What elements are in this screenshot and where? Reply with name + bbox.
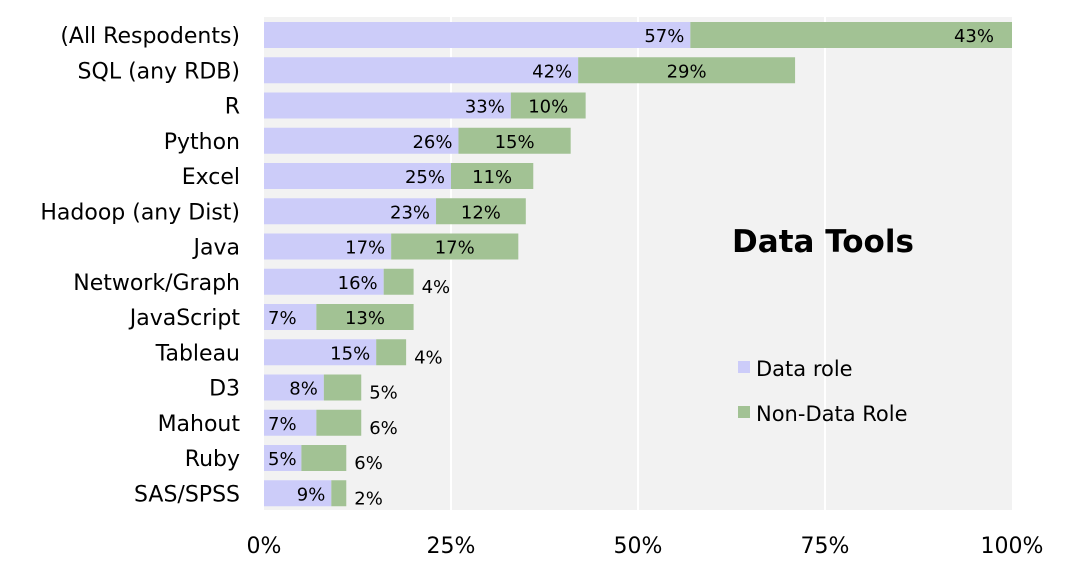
bar-non-data-role [451,163,534,189]
data-label-non-data-role: 12% [461,202,501,223]
bar-data-role [264,127,459,154]
data-label-non-data-role: 6% [369,418,398,439]
data-label-non-data-role: 6% [354,453,383,474]
category-label-sas-spss: SAS/SPSS [134,482,240,507]
category-label-ruby: Ruby [185,447,240,472]
data-label-non-data-role: 2% [354,488,383,509]
category-label-all-respodents: (All Respodents) [60,24,240,49]
category-label-sql-any-rdb: SQL (any RDB) [78,59,240,84]
bar-non-data-role [436,198,526,225]
legend-label-data-role: Data role [756,357,853,381]
data-label-non-data-role: 29% [667,61,707,82]
category-labels: (All Respodents) SQL (any RDB) R Python Exce… [40,24,240,507]
bar-non-data-role [690,22,1012,48]
legend-swatch-non-data-role [738,406,750,418]
bar-data-role [264,268,384,295]
data-label-data-role: 42% [532,61,572,82]
data-label-data-role: 15% [330,343,370,364]
data-label-data-role: 8% [289,379,318,400]
category-label-python: Python [164,130,240,155]
legend-swatch-data-role [738,361,750,373]
bar-non-data-role [383,268,414,295]
x-tick-label: 0% [247,534,282,559]
legend: Data role Non-Data Role [738,357,908,426]
bar-data-role [264,409,317,436]
x-tick-label: 100% [981,534,1044,559]
bar-non-data-role [316,304,414,330]
category-label-hadoop-any-dist: Hadoop (any Dist) [40,200,240,225]
bar-data-role [264,374,324,401]
bar-data-role [264,57,579,84]
data-label-data-role: 9% [297,484,326,505]
legend-label-non-data-role: Non-Data Role [756,402,908,426]
x-tick-label: 75% [801,534,850,559]
category-label-d3: D3 [209,377,240,402]
category-label-network-graph: Network/Graph [73,271,240,296]
data-label-data-role: 57% [644,26,684,47]
data-label-non-data-role: 4% [414,347,443,368]
bar-non-data-role [316,409,362,436]
x-axis-ticks: 0% 25% 50% 75% 100% [247,534,1044,559]
category-label-mahout: Mahout [158,412,241,437]
bar-non-data-role [510,92,586,119]
data-label-non-data-role: 15% [495,132,535,153]
bar-non-data-role [376,339,407,366]
data-label-non-data-role: 11% [472,167,512,188]
data-label-data-role: 33% [465,97,505,118]
bar-non-data-role [458,127,571,154]
data-label-data-role: 26% [412,132,452,153]
bars: 57% 43% 42% 29% 33% 10% 26% 15% 25% 11% 23% 12% 17% 1… [264,22,1012,509]
bar-data-role [264,445,302,471]
data-label-data-role: 23% [390,202,430,223]
bar-non-data-role [331,480,347,507]
bar-non-data-role [301,445,347,471]
bar-data-role [264,198,437,225]
data-label-non-data-role: 4% [422,277,451,298]
bar-data-role [264,480,332,507]
bar-data-role [264,22,691,48]
data-label-data-role: 7% [268,308,297,329]
chart-title: Data Tools [732,224,914,260]
bar-data-role [264,163,451,189]
data-label-data-role: 16% [338,273,378,294]
bar-non-data-role [578,57,796,84]
category-label-javascript: JavaScript [128,306,241,331]
bar-data-role [264,92,511,119]
data-label-non-data-role: 43% [954,26,994,47]
data-label-non-data-role: 5% [369,383,398,404]
category-label-java: Java [192,236,240,261]
bar-non-data-role [391,233,519,260]
data-label-data-role: 5% [268,449,297,470]
data-label-non-data-role: 10% [528,97,568,118]
data-label-data-role: 7% [268,414,297,435]
data-label-non-data-role: 13% [345,308,385,329]
data-label-non-data-role: 17% [435,238,475,259]
bar-data-role [264,339,377,366]
x-tick-label: 25% [427,534,476,559]
data-label-data-role: 17% [345,238,385,259]
x-tick-label: 50% [614,534,663,559]
bar-data-role [264,233,392,260]
category-label-excel: Excel [182,165,240,190]
category-label-r: R [225,95,240,120]
data-label-data-role: 25% [405,167,445,188]
bar-non-data-role [323,374,362,401]
bar-data-role [264,304,317,330]
category-label-tableau: Tableau [155,341,240,366]
